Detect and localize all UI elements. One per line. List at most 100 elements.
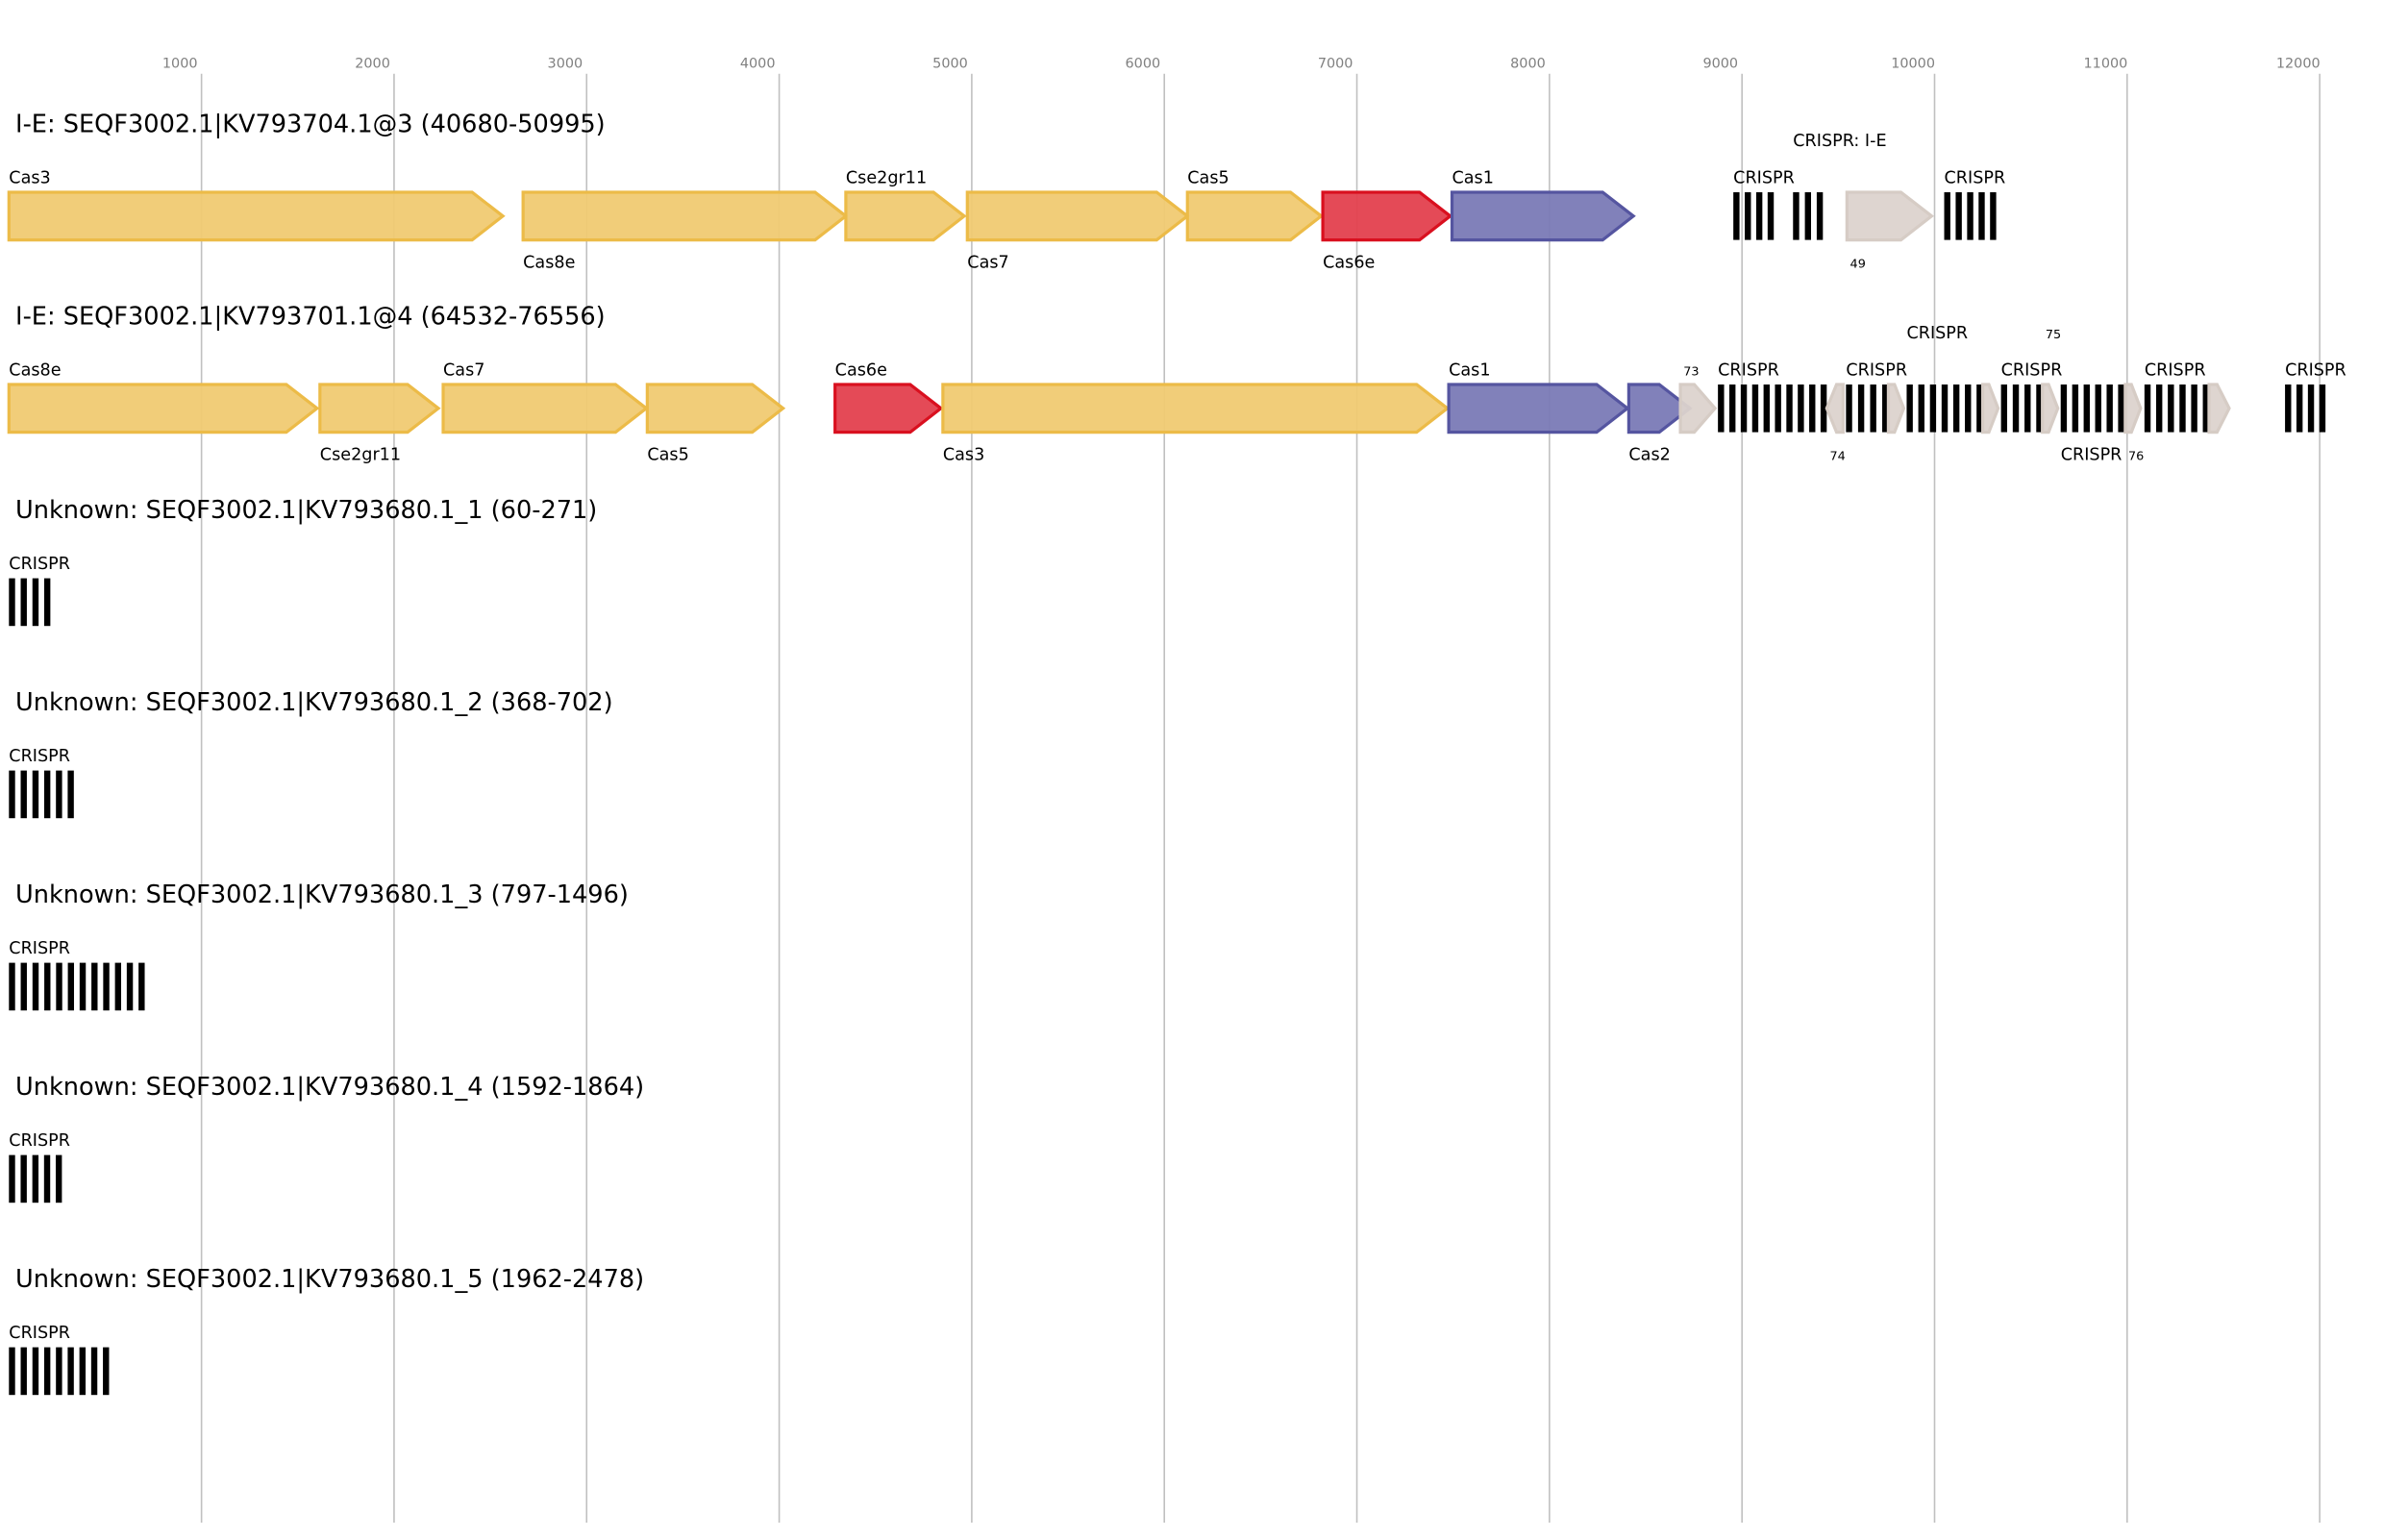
gene-arrow	[2123, 383, 2143, 434]
crispr-repeat	[67, 770, 74, 819]
crispr-label: CRISPR	[1733, 168, 1795, 187]
tick-label: 11000	[2084, 56, 2128, 71]
gene-arrow	[1626, 383, 1693, 434]
gene-arrow	[1321, 190, 1453, 242]
gene-label: 74	[1830, 449, 1846, 463]
crispr-repeat	[1990, 192, 1997, 240]
crispr-repeat	[1941, 384, 1949, 433]
crispr-repeat	[1976, 384, 1983, 433]
crispr-repeat	[2060, 384, 2068, 433]
crispr-repeat	[1978, 192, 1985, 240]
gene-label: 75	[2046, 328, 2061, 342]
crispr-repeat	[67, 962, 74, 1011]
crispr-repeat	[20, 1347, 27, 1396]
gene-label: Cas2	[1628, 445, 1670, 464]
crispr-repeat	[2118, 384, 2124, 433]
crispr-label: CRISPR	[2285, 360, 2346, 380]
gene-arrow	[1980, 383, 2000, 434]
gene-arrow	[1450, 190, 1636, 242]
crispr-repeat	[43, 1347, 51, 1396]
crispr-repeat	[2168, 384, 2174, 433]
crispr-repeat	[56, 1347, 62, 1396]
gene-arrow	[441, 383, 649, 434]
gene-arrow	[1825, 383, 1845, 434]
gene-label: 73	[1683, 364, 1699, 379]
crispr-repeat	[2144, 384, 2151, 433]
locus-row: Unknown: SEQF3002.1|KV793680.1_5 (1962-2…	[9, 1265, 644, 1396]
crispr-label: CRISPR	[1945, 168, 2006, 187]
gene-label: Cas5	[647, 445, 688, 464]
gene-arrow	[7, 190, 506, 242]
crispr-repeat	[1918, 384, 1924, 433]
gene-arrow	[1886, 383, 1906, 434]
crispr-repeat	[2179, 384, 2186, 433]
crispr-label: CRISPR	[1906, 324, 1968, 343]
gene-arrow	[1845, 190, 1935, 242]
crispr-label: CRISPR	[1718, 360, 1779, 380]
crispr-label: CRISPR	[1846, 360, 1907, 380]
crispr-repeat	[32, 578, 39, 627]
crispr-repeat	[2095, 384, 2101, 433]
crispr-label: CRISPR	[2001, 360, 2063, 380]
crispr-repeat	[43, 578, 51, 627]
gene-arrow	[844, 190, 967, 242]
crispr-repeat	[1804, 192, 1811, 240]
crispr-repeat	[32, 770, 39, 819]
crispr-repeat	[9, 578, 15, 627]
gene-label: 49	[1850, 257, 1866, 271]
crispr-repeat	[90, 1347, 98, 1396]
crispr-repeat	[91, 962, 98, 1011]
gene-arrow	[941, 383, 1451, 434]
crispr-repeat	[20, 1154, 27, 1203]
crispr-repeat	[1965, 384, 1972, 433]
locus-title: Unknown: SEQF3002.1|KV793680.1_2 (368-70…	[15, 688, 613, 717]
crispr-repeat	[43, 770, 51, 819]
gene-arrow	[2041, 383, 2060, 434]
locus-row: Unknown: SEQF3002.1|KV793680.1_3 (797-14…	[9, 881, 629, 1011]
crispr-repeat	[2072, 384, 2079, 433]
crispr-repeat	[1755, 192, 1763, 240]
locus-title: Unknown: SEQF3002.1|KV793680.1_4 (1592-1…	[15, 1073, 644, 1102]
crispr-repeat	[32, 962, 39, 1011]
crispr-repeat	[1820, 384, 1827, 433]
gene-arrow	[965, 190, 1190, 242]
gene-arrow	[1678, 383, 1718, 434]
gene-label: Cas8e	[523, 253, 575, 272]
crispr-repeat	[20, 770, 27, 819]
tick-label: 12000	[2276, 56, 2321, 71]
crispr-repeat	[55, 1154, 62, 1203]
crispr-repeat	[1952, 384, 1960, 433]
crispr-repeat	[67, 1347, 74, 1396]
crispr-repeat	[114, 962, 122, 1011]
gene-label: Cse2gr11	[320, 445, 401, 464]
crispr-repeat	[1929, 384, 1937, 433]
crispr-repeat	[20, 962, 27, 1011]
crispr-repeat	[2012, 384, 2020, 433]
crispr-label: CRISPR: I-E	[1793, 132, 1886, 151]
crispr-repeat	[2285, 384, 2292, 433]
crispr-repeat	[1870, 384, 1876, 433]
crispr-repeat	[1733, 192, 1740, 240]
crispr-repeat	[1857, 384, 1865, 433]
crispr-repeat	[2191, 384, 2197, 433]
crispr-repeat	[9, 1154, 15, 1203]
crispr-repeat	[1729, 384, 1736, 433]
gene-label: Cas1	[1449, 360, 1490, 380]
crispr-repeat	[32, 1347, 39, 1396]
gene-label: Cas1	[1452, 168, 1493, 187]
crispr-repeat	[2024, 384, 2031, 433]
locus-title: Unknown: SEQF3002.1|KV793680.1_5 (1962-2…	[15, 1265, 644, 1294]
crispr-repeat	[1793, 192, 1800, 240]
gene-label: Cas7	[443, 360, 484, 380]
crispr-repeat	[1906, 384, 1913, 433]
crispr-repeat	[1816, 192, 1824, 240]
gene-label: Cas8e	[9, 360, 61, 380]
crispr-repeat	[1745, 192, 1751, 240]
crispr-repeat	[56, 770, 62, 819]
gene-label: Cse2gr11	[846, 168, 927, 187]
crispr-repeat	[9, 770, 15, 819]
gene-label: Cas3	[9, 168, 50, 187]
tick-label: 10000	[1891, 56, 1935, 71]
crispr-label: CRISPR	[2061, 445, 2123, 464]
